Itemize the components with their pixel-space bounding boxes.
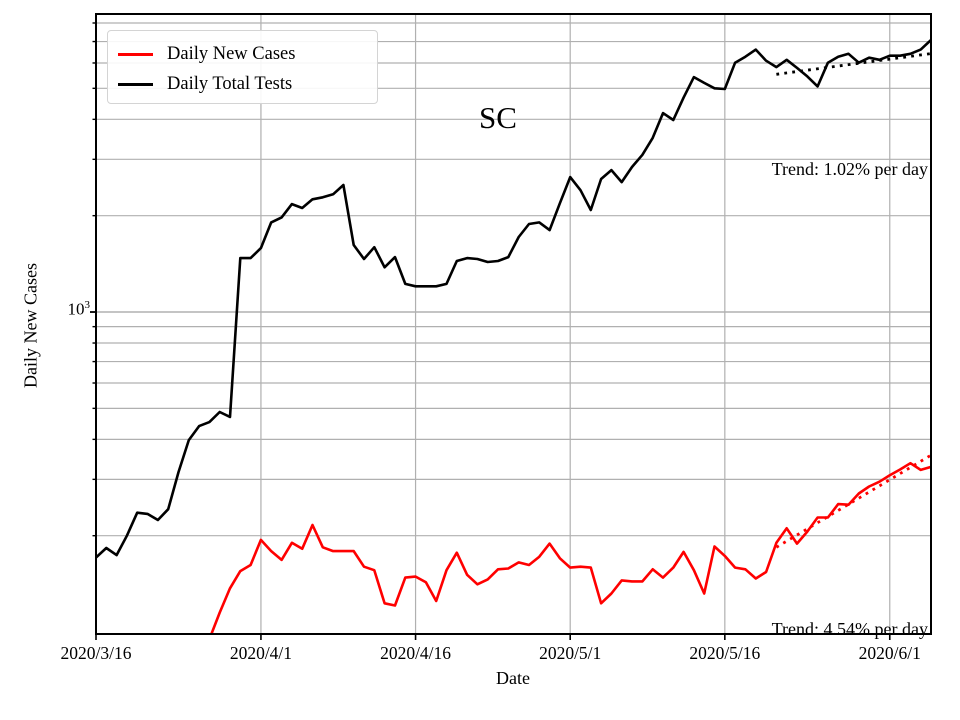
- legend-entry-cases: Daily New Cases: [118, 39, 377, 69]
- legend: Daily New Cases Daily Total Tests: [107, 30, 378, 104]
- trend-line-daily-new-cases: [775, 453, 931, 549]
- y-axis-label: Daily New Cases: [20, 263, 41, 388]
- series-line-daily-new-cases: [210, 461, 931, 634]
- x-tick-label: 2020/6/1: [858, 643, 921, 663]
- x-tick-label: 2020/5/16: [689, 643, 761, 663]
- x-tick-label: 2020/4/16: [380, 643, 452, 663]
- y-tick-base: 10: [67, 299, 85, 319]
- x-tick-label: 2020/5/1: [539, 643, 602, 663]
- legend-line-swatch-black: [118, 82, 153, 86]
- legend-label-cases: Daily New Cases: [167, 43, 296, 64]
- plot-border: [95, 13, 932, 635]
- legend-entry-tests: Daily Total Tests: [118, 69, 377, 99]
- trend-line-daily-total-tests: [776, 52, 931, 76]
- trend-annotation-cases: Trend: 4.54% per day: [771, 619, 928, 639]
- y-tick-exponent: 3: [84, 299, 91, 311]
- x-tick-label: 2020/3/16: [60, 643, 132, 663]
- trend-annotation-tests: Trend: 1.02% per day: [771, 159, 928, 179]
- chart-title: SC: [479, 100, 517, 135]
- series-line-daily-total-tests: [96, 39, 931, 559]
- legend-line-swatch-red: [118, 52, 153, 56]
- x-axis-label: Date: [496, 668, 530, 688]
- y-tick-label: 103: [48, 299, 91, 320]
- legend-label-tests: Daily Total Tests: [167, 73, 293, 94]
- x-tick-label: 2020/4/1: [229, 643, 293, 663]
